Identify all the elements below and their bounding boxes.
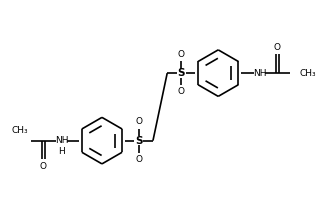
Text: O: O xyxy=(178,50,185,59)
Text: O: O xyxy=(135,155,142,164)
Text: S: S xyxy=(135,136,143,146)
Text: O: O xyxy=(178,87,185,96)
Text: NH: NH xyxy=(253,69,266,78)
Text: NH: NH xyxy=(55,136,68,145)
Text: S: S xyxy=(178,68,185,78)
Text: O: O xyxy=(135,117,142,126)
Text: O: O xyxy=(274,43,281,52)
Text: CH₃: CH₃ xyxy=(12,126,29,135)
Text: H: H xyxy=(58,147,65,156)
Text: CH₃: CH₃ xyxy=(299,69,316,78)
Text: O: O xyxy=(40,162,47,171)
